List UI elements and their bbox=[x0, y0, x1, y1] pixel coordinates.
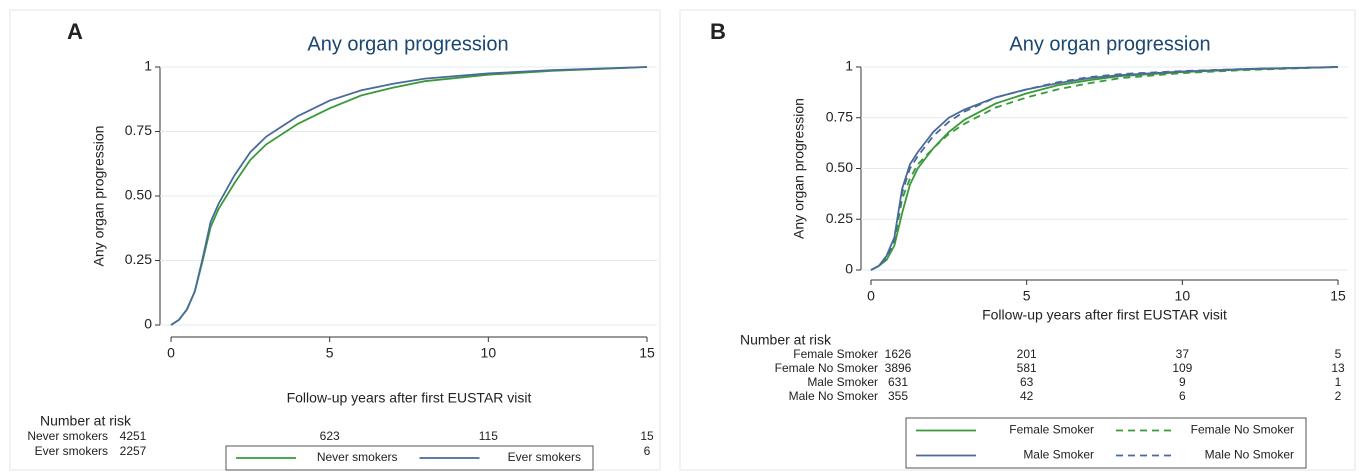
x-tick-label: 5 bbox=[326, 345, 334, 361]
y-tick-label: 1 bbox=[144, 58, 152, 74]
x-axis-label: Follow-up years after first EUSTAR visit bbox=[982, 307, 1227, 323]
risk-count: 6 bbox=[644, 444, 651, 458]
risk-count: 37 bbox=[1176, 347, 1190, 361]
chart-title: Any organ progression bbox=[1009, 33, 1210, 55]
panel-frame bbox=[9, 9, 661, 471]
legend-label: Male Smoker bbox=[1023, 448, 1094, 462]
risk-row-name: Female No Smoker bbox=[775, 361, 878, 375]
panel-label: A bbox=[67, 19, 83, 44]
x-tick-label: 15 bbox=[1330, 288, 1346, 304]
y-tick-label: 0 bbox=[845, 261, 853, 277]
risk-count: 13 bbox=[1331, 361, 1345, 375]
risk-count: 115 bbox=[479, 429, 498, 443]
y-tick-label: 0.25 bbox=[826, 210, 853, 226]
risk-row-name: Female Smoker bbox=[793, 347, 878, 361]
risk-count: 2257 bbox=[120, 444, 147, 458]
panel-frame bbox=[679, 9, 1356, 471]
risk-count: 42 bbox=[1020, 389, 1034, 403]
risk-count: 355 bbox=[888, 389, 908, 403]
risk-count: 631 bbox=[888, 375, 908, 389]
risk-table-title: Number at risk bbox=[40, 413, 132, 429]
legend-box bbox=[905, 417, 1307, 469]
y-axis-label: Any organ progression bbox=[91, 126, 107, 267]
risk-count: 1 bbox=[1335, 375, 1342, 389]
risk-count: 4251 bbox=[120, 429, 147, 443]
risk-count: 1626 bbox=[885, 347, 912, 361]
x-tick-label: 10 bbox=[481, 345, 497, 361]
y-tick-label: 0 bbox=[144, 316, 152, 332]
x-axis-label: Follow-up years after first EUSTAR visit bbox=[287, 390, 532, 406]
risk-row-name: Never smokers bbox=[27, 429, 108, 443]
risk-table-title: Number at risk bbox=[740, 332, 832, 348]
risk-count: 15 bbox=[640, 429, 654, 443]
risk-count: 581 bbox=[1017, 361, 1037, 375]
y-tick-label: 0.50 bbox=[826, 159, 853, 175]
y-axis-label: Any organ progression bbox=[791, 98, 807, 239]
risk-count: 623 bbox=[320, 429, 340, 443]
risk-row-name: Ever smokers bbox=[35, 444, 108, 458]
y-tick-label: 0.50 bbox=[125, 187, 152, 203]
legend-label: Ever smokers bbox=[508, 450, 581, 464]
risk-count: 201 bbox=[1017, 347, 1037, 361]
risk-count: 3896 bbox=[885, 361, 912, 375]
risk-count: 9 bbox=[1179, 375, 1186, 389]
series-line bbox=[870, 66, 1339, 271]
series-line bbox=[870, 66, 1339, 271]
chart-title: Any organ progression bbox=[307, 33, 508, 55]
y-tick-label: 0.25 bbox=[125, 251, 152, 267]
x-tick-label: 10 bbox=[1175, 288, 1191, 304]
risk-count: 63 bbox=[1020, 375, 1034, 389]
risk-count: 109 bbox=[1172, 361, 1192, 375]
risk-count: 6 bbox=[1179, 389, 1186, 403]
y-tick-label: 1 bbox=[845, 58, 853, 74]
panel-label: B bbox=[710, 19, 726, 44]
series-line bbox=[170, 66, 648, 326]
legend-label: Male No Smoker bbox=[1205, 448, 1294, 462]
risk-row-name: Male Smoker bbox=[807, 375, 878, 389]
x-tick-label: 0 bbox=[167, 345, 175, 361]
x-tick-label: 0 bbox=[867, 288, 875, 304]
x-tick-label: 15 bbox=[639, 345, 655, 361]
legend-label: Female No Smoker bbox=[1191, 423, 1294, 437]
risk-count: 2 bbox=[1335, 389, 1342, 403]
series-line bbox=[870, 66, 1339, 271]
y-tick-label: 0.75 bbox=[125, 122, 152, 138]
x-tick-label: 5 bbox=[1023, 288, 1031, 304]
risk-row-name: Male No Smoker bbox=[789, 389, 878, 403]
legend-label: Never smokers bbox=[317, 450, 398, 464]
legend-label: Female Smoker bbox=[1009, 423, 1094, 437]
risk-count: 5 bbox=[1335, 347, 1342, 361]
y-tick-label: 0.75 bbox=[826, 108, 853, 124]
